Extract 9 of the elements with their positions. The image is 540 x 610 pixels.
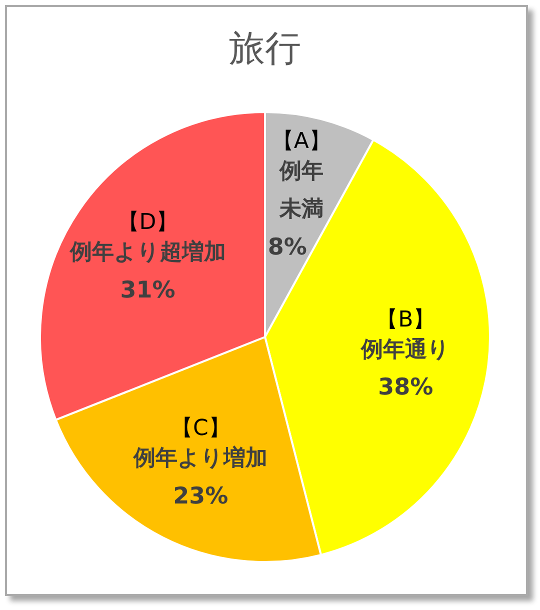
- data-label: 8%: [268, 234, 307, 260]
- slice-label: 【C】例年より増加: [132, 416, 268, 472]
- data-label: 38%: [378, 374, 434, 401]
- slice-label: 【A】例年未満: [272, 129, 331, 222]
- slice-label: 【D】例年より超増加: [68, 210, 226, 266]
- data-label: 23%: [173, 483, 228, 510]
- chart-title: 旅行: [229, 28, 301, 70]
- slice-label: 【B】例年通り: [360, 307, 450, 362]
- data-label: 31%: [120, 277, 176, 304]
